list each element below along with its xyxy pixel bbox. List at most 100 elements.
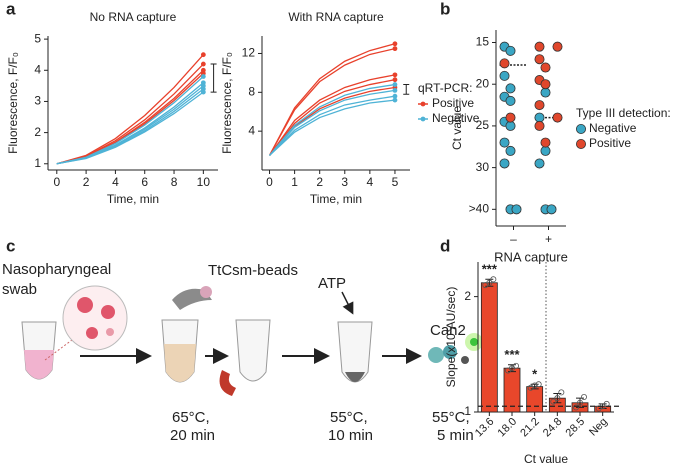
- y-tick-label: 2: [464, 289, 471, 303]
- panel-label: a: [6, 0, 16, 18]
- beads: [200, 286, 212, 298]
- end-point: [392, 97, 398, 103]
- reporter: [461, 356, 469, 364]
- protein: [428, 347, 444, 363]
- x-tick-label: 21.2: [518, 416, 542, 440]
- point: [505, 95, 516, 106]
- end-point: [200, 61, 206, 67]
- virus: [101, 305, 115, 319]
- protein: [443, 345, 457, 359]
- x-axis-label: Ct value: [524, 452, 568, 466]
- curve: [56, 85, 204, 165]
- point: [490, 276, 497, 283]
- point: [534, 41, 545, 52]
- legend-title: qRT-PCR:: [418, 81, 472, 95]
- y-tick-label: 20: [476, 76, 490, 90]
- x-tick-label: 28.5: [564, 416, 588, 440]
- arrow: [341, 291, 354, 315]
- x-tick-label: 1: [291, 175, 298, 189]
- error-bar: [576, 397, 584, 408]
- point: [513, 362, 520, 369]
- step-label: 5 min: [437, 427, 474, 444]
- error-bar: [553, 393, 562, 404]
- diagram-label: ATP: [318, 275, 346, 292]
- curve: [269, 79, 396, 156]
- x-tick-label: 0: [266, 175, 273, 189]
- curve: [56, 54, 204, 165]
- curve: [268, 43, 396, 156]
- y-tick-label: 15: [476, 35, 490, 49]
- point: [552, 112, 563, 123]
- zoom-circle: [62, 285, 128, 351]
- error-bar: [210, 63, 217, 93]
- point: [499, 58, 510, 69]
- curve: [56, 82, 204, 165]
- error-bar: [403, 84, 410, 95]
- y-tick-label: 2: [34, 125, 41, 139]
- step-label: 55°C,: [432, 409, 470, 426]
- legend-swatch: [576, 138, 587, 149]
- zoom-line: [44, 339, 73, 361]
- diagram-label: TtCsm-beads: [208, 262, 298, 279]
- sample: [164, 344, 196, 382]
- x-tick-label: 2: [83, 175, 90, 189]
- x-tick-label: 6: [141, 175, 148, 189]
- point: [552, 41, 563, 52]
- legend-title: Type III detection:: [576, 106, 671, 120]
- end-point: [392, 93, 398, 99]
- legend-label: Positive: [432, 96, 474, 110]
- x-axis-label: RNA capture: [494, 249, 568, 264]
- legend-swatch: [576, 124, 587, 135]
- virus: [106, 328, 114, 336]
- x-tick-label: 4: [112, 175, 119, 189]
- legend-swatch: [420, 101, 426, 107]
- point: [535, 381, 542, 388]
- step-label: 65°C,: [172, 409, 210, 426]
- point: [540, 87, 551, 98]
- chart-title: With RNA capture: [288, 10, 384, 24]
- panel-label: b: [440, 0, 450, 18]
- point: [577, 399, 584, 406]
- pellet: [345, 372, 365, 382]
- end-point: [392, 72, 398, 78]
- curve: [269, 95, 396, 156]
- y-tick-label: >40: [469, 201, 490, 215]
- y-tick-label: 4: [34, 62, 41, 76]
- x-tick-label: –: [510, 232, 517, 246]
- point: [505, 83, 516, 94]
- point: [540, 79, 551, 90]
- point: [534, 112, 545, 123]
- point: [554, 395, 561, 402]
- y-tick-label: 1: [34, 156, 41, 170]
- point: [540, 145, 551, 156]
- virus: [77, 297, 93, 313]
- signal: [470, 338, 478, 346]
- step-label: 55°C,: [330, 409, 368, 426]
- y-tick-label: 4: [248, 123, 255, 137]
- point: [534, 100, 545, 111]
- panel-label: c: [6, 236, 15, 255]
- virus: [86, 327, 98, 339]
- y-axis-label: Fluorescence, F/F₀: [6, 52, 20, 154]
- legend-label: Negative: [432, 111, 480, 125]
- x-tick-label: 24.8: [541, 416, 565, 440]
- diagram-label: Nasopharyngeal: [2, 261, 111, 278]
- point: [550, 398, 557, 405]
- point: [505, 45, 516, 56]
- curve: [56, 69, 204, 165]
- x-tick-label: +: [545, 232, 552, 246]
- point: [534, 54, 545, 65]
- end-point: [200, 74, 206, 79]
- end-point: [200, 89, 206, 95]
- point: [511, 204, 522, 215]
- x-tick-label: 0: [53, 175, 60, 189]
- bar: [503, 367, 521, 413]
- y-tick-label: 3: [34, 94, 41, 108]
- x-axis-label: Time, min: [107, 192, 159, 206]
- point: [534, 120, 545, 131]
- x-tick-label: 8: [171, 175, 178, 189]
- end-point: [392, 77, 398, 83]
- y-tick-label: 12: [242, 46, 256, 60]
- curve: [56, 76, 204, 165]
- significance-label: ***: [504, 347, 520, 362]
